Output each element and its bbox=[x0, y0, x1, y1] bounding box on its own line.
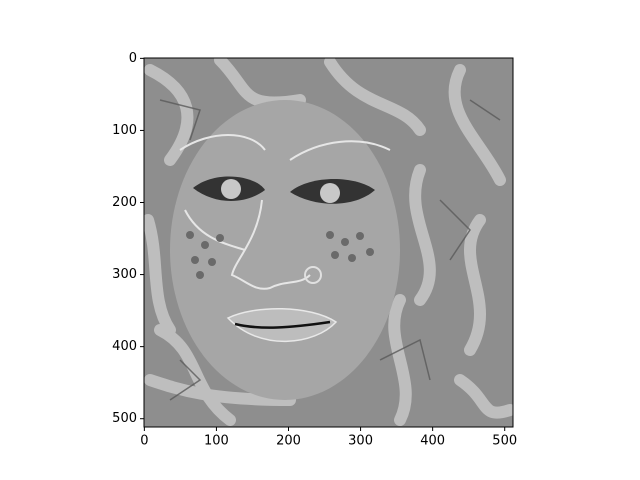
x-tick-label: 100 bbox=[204, 434, 229, 449]
x-tick-label: 500 bbox=[492, 434, 517, 449]
x-tick-label: 0 bbox=[140, 434, 148, 449]
y-tick-label: 200 bbox=[112, 195, 137, 210]
x-tick-label: 400 bbox=[420, 434, 445, 449]
x-tick-label: 300 bbox=[348, 434, 373, 449]
y-tick-label: 500 bbox=[112, 411, 137, 426]
y-tick-label: 0 bbox=[129, 51, 137, 66]
axes-frame bbox=[143, 57, 514, 428]
y-tick-label: 300 bbox=[112, 267, 137, 282]
x-tick-label: 200 bbox=[276, 434, 301, 449]
image bbox=[144, 58, 513, 427]
y-tick-label: 400 bbox=[112, 339, 137, 354]
y-tick-label: 100 bbox=[112, 123, 137, 138]
